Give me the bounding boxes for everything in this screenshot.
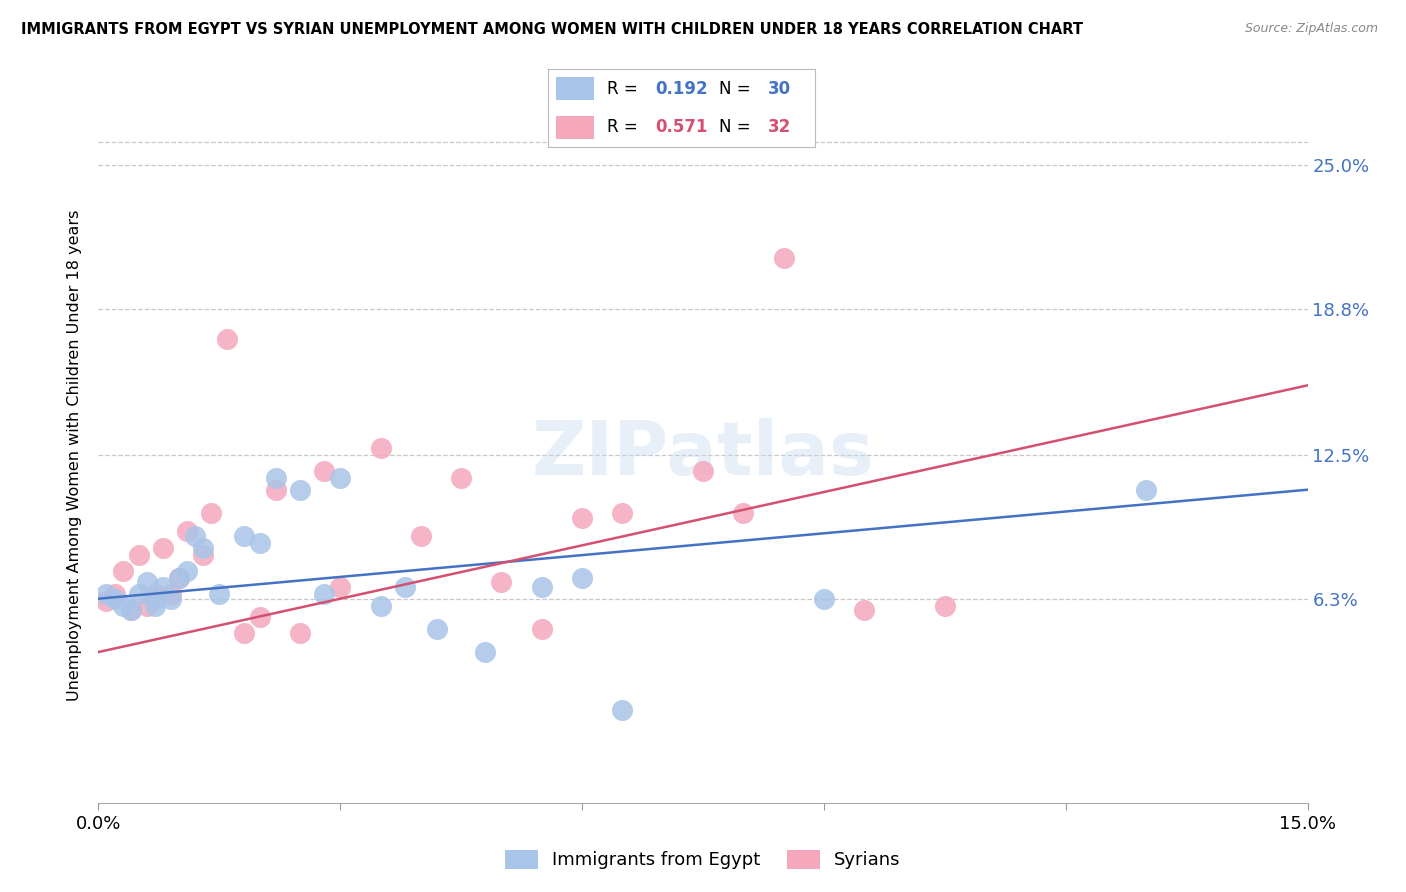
Point xyxy=(530,622,553,636)
Point xyxy=(167,571,190,585)
Point xyxy=(208,587,231,601)
Point xyxy=(772,251,794,265)
Point xyxy=(450,471,472,485)
Point xyxy=(193,541,215,555)
Point xyxy=(193,548,215,562)
Bar xyxy=(557,116,593,139)
Point xyxy=(160,591,183,606)
Point xyxy=(143,587,166,601)
Point xyxy=(135,575,157,590)
Point xyxy=(200,506,222,520)
Text: 0.571: 0.571 xyxy=(655,118,707,136)
Text: 30: 30 xyxy=(768,79,790,98)
Text: 32: 32 xyxy=(768,118,790,136)
Point xyxy=(571,510,593,524)
Point xyxy=(120,603,142,617)
Point xyxy=(314,587,336,601)
Point xyxy=(128,548,150,562)
Point xyxy=(853,603,876,617)
Text: N =: N = xyxy=(720,79,756,98)
Point xyxy=(612,703,634,717)
Point xyxy=(96,587,118,601)
Point xyxy=(733,506,755,520)
Point xyxy=(176,564,198,578)
Bar xyxy=(557,77,593,100)
Point xyxy=(143,591,166,606)
Point xyxy=(167,571,190,585)
Text: R =: R = xyxy=(607,118,643,136)
Point xyxy=(128,587,150,601)
Y-axis label: Unemployment Among Women with Children Under 18 years: Unemployment Among Women with Children U… xyxy=(67,210,83,700)
Point xyxy=(370,441,392,455)
Point xyxy=(264,471,287,485)
Point xyxy=(409,529,432,543)
Point xyxy=(288,626,311,640)
Point xyxy=(1135,483,1157,497)
Point xyxy=(143,599,166,613)
Point xyxy=(217,332,239,346)
Point xyxy=(184,529,207,543)
Point xyxy=(264,483,287,497)
Point xyxy=(111,599,134,613)
Point xyxy=(394,580,416,594)
Point xyxy=(329,580,352,594)
Point xyxy=(249,610,271,624)
Point xyxy=(329,471,352,485)
Point xyxy=(571,571,593,585)
Point xyxy=(288,483,311,497)
Point xyxy=(120,603,142,617)
Point xyxy=(530,580,553,594)
Point xyxy=(491,575,513,590)
Point xyxy=(426,622,449,636)
Point xyxy=(152,541,174,555)
Text: IMMIGRANTS FROM EGYPT VS SYRIAN UNEMPLOYMENT AMONG WOMEN WITH CHILDREN UNDER 18 : IMMIGRANTS FROM EGYPT VS SYRIAN UNEMPLOY… xyxy=(21,22,1083,37)
Text: ZIPatlas: ZIPatlas xyxy=(531,418,875,491)
Point xyxy=(111,564,134,578)
Point xyxy=(249,536,271,550)
Point xyxy=(232,626,254,640)
Point xyxy=(474,645,496,659)
Point xyxy=(232,529,254,543)
Point xyxy=(160,587,183,601)
Point xyxy=(314,464,336,478)
Legend: Immigrants from Egypt, Syrians: Immigrants from Egypt, Syrians xyxy=(496,841,910,879)
Point xyxy=(176,524,198,539)
Point xyxy=(813,591,835,606)
Point xyxy=(370,599,392,613)
Text: Source: ZipAtlas.com: Source: ZipAtlas.com xyxy=(1244,22,1378,36)
Text: R =: R = xyxy=(607,79,643,98)
Point xyxy=(96,594,118,608)
Point xyxy=(135,599,157,613)
Point xyxy=(152,580,174,594)
Text: N =: N = xyxy=(720,118,756,136)
Point xyxy=(103,591,125,606)
Point xyxy=(103,587,125,601)
Point xyxy=(612,506,634,520)
Point xyxy=(934,599,956,613)
Text: 0.192: 0.192 xyxy=(655,79,707,98)
Point xyxy=(692,464,714,478)
